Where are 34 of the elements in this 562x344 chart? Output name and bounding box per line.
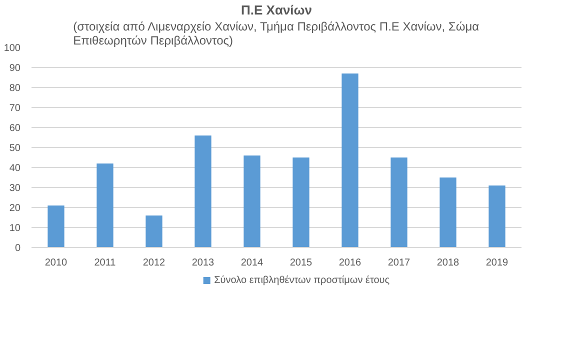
bar xyxy=(488,186,506,248)
bar xyxy=(244,156,260,248)
y-tick-label: 20 xyxy=(9,203,21,214)
x-tick-label: 2019 xyxy=(486,258,509,268)
bar xyxy=(292,158,310,248)
x-tick-label: 2017 xyxy=(388,258,411,268)
bar xyxy=(146,216,162,248)
x-tick-label: 2015 xyxy=(290,258,313,268)
chart-title: Π.Ε Χανίων xyxy=(241,2,312,18)
bar xyxy=(194,136,212,248)
bar xyxy=(440,178,456,248)
x-tick-label: 2016 xyxy=(338,258,362,268)
bar xyxy=(390,158,408,248)
x-tick-label: 2018 xyxy=(436,258,460,268)
y-tick-label: 50 xyxy=(9,143,21,154)
y-tick-label: 60 xyxy=(9,123,21,134)
y-tick-label: 40 xyxy=(9,163,21,174)
y-tick-label: 0 xyxy=(14,243,21,254)
legend-label: Σύνολο επιβληθέντων προστίμων έτους xyxy=(214,275,390,286)
x-tick-label: 2011 xyxy=(94,258,116,268)
y-tick-label: 90 xyxy=(9,63,21,74)
x-tick-label: 2012 xyxy=(142,258,166,268)
y-tick-label: 10 xyxy=(9,223,21,234)
x-tick-label: 2014 xyxy=(240,258,264,268)
y-tick-label: 100 xyxy=(4,43,21,54)
bar xyxy=(48,206,64,248)
y-tick-label: 30 xyxy=(9,183,21,194)
chart-subtitle: (στοιχεία από Λιμεναρχείο Χανίων, Τμήμα Περιβάλλοντος Π.Ε Χανίων, Σώμα Επιθεωρητών Περιβάλλοντος) xyxy=(73,20,480,48)
x-tick-label: 2010 xyxy=(44,258,68,268)
y-tick-label: 70 xyxy=(9,103,21,114)
bar xyxy=(342,74,358,248)
bar xyxy=(96,164,114,248)
y-tick-label: 80 xyxy=(9,83,21,94)
x-tick-label: 2013 xyxy=(192,258,215,268)
